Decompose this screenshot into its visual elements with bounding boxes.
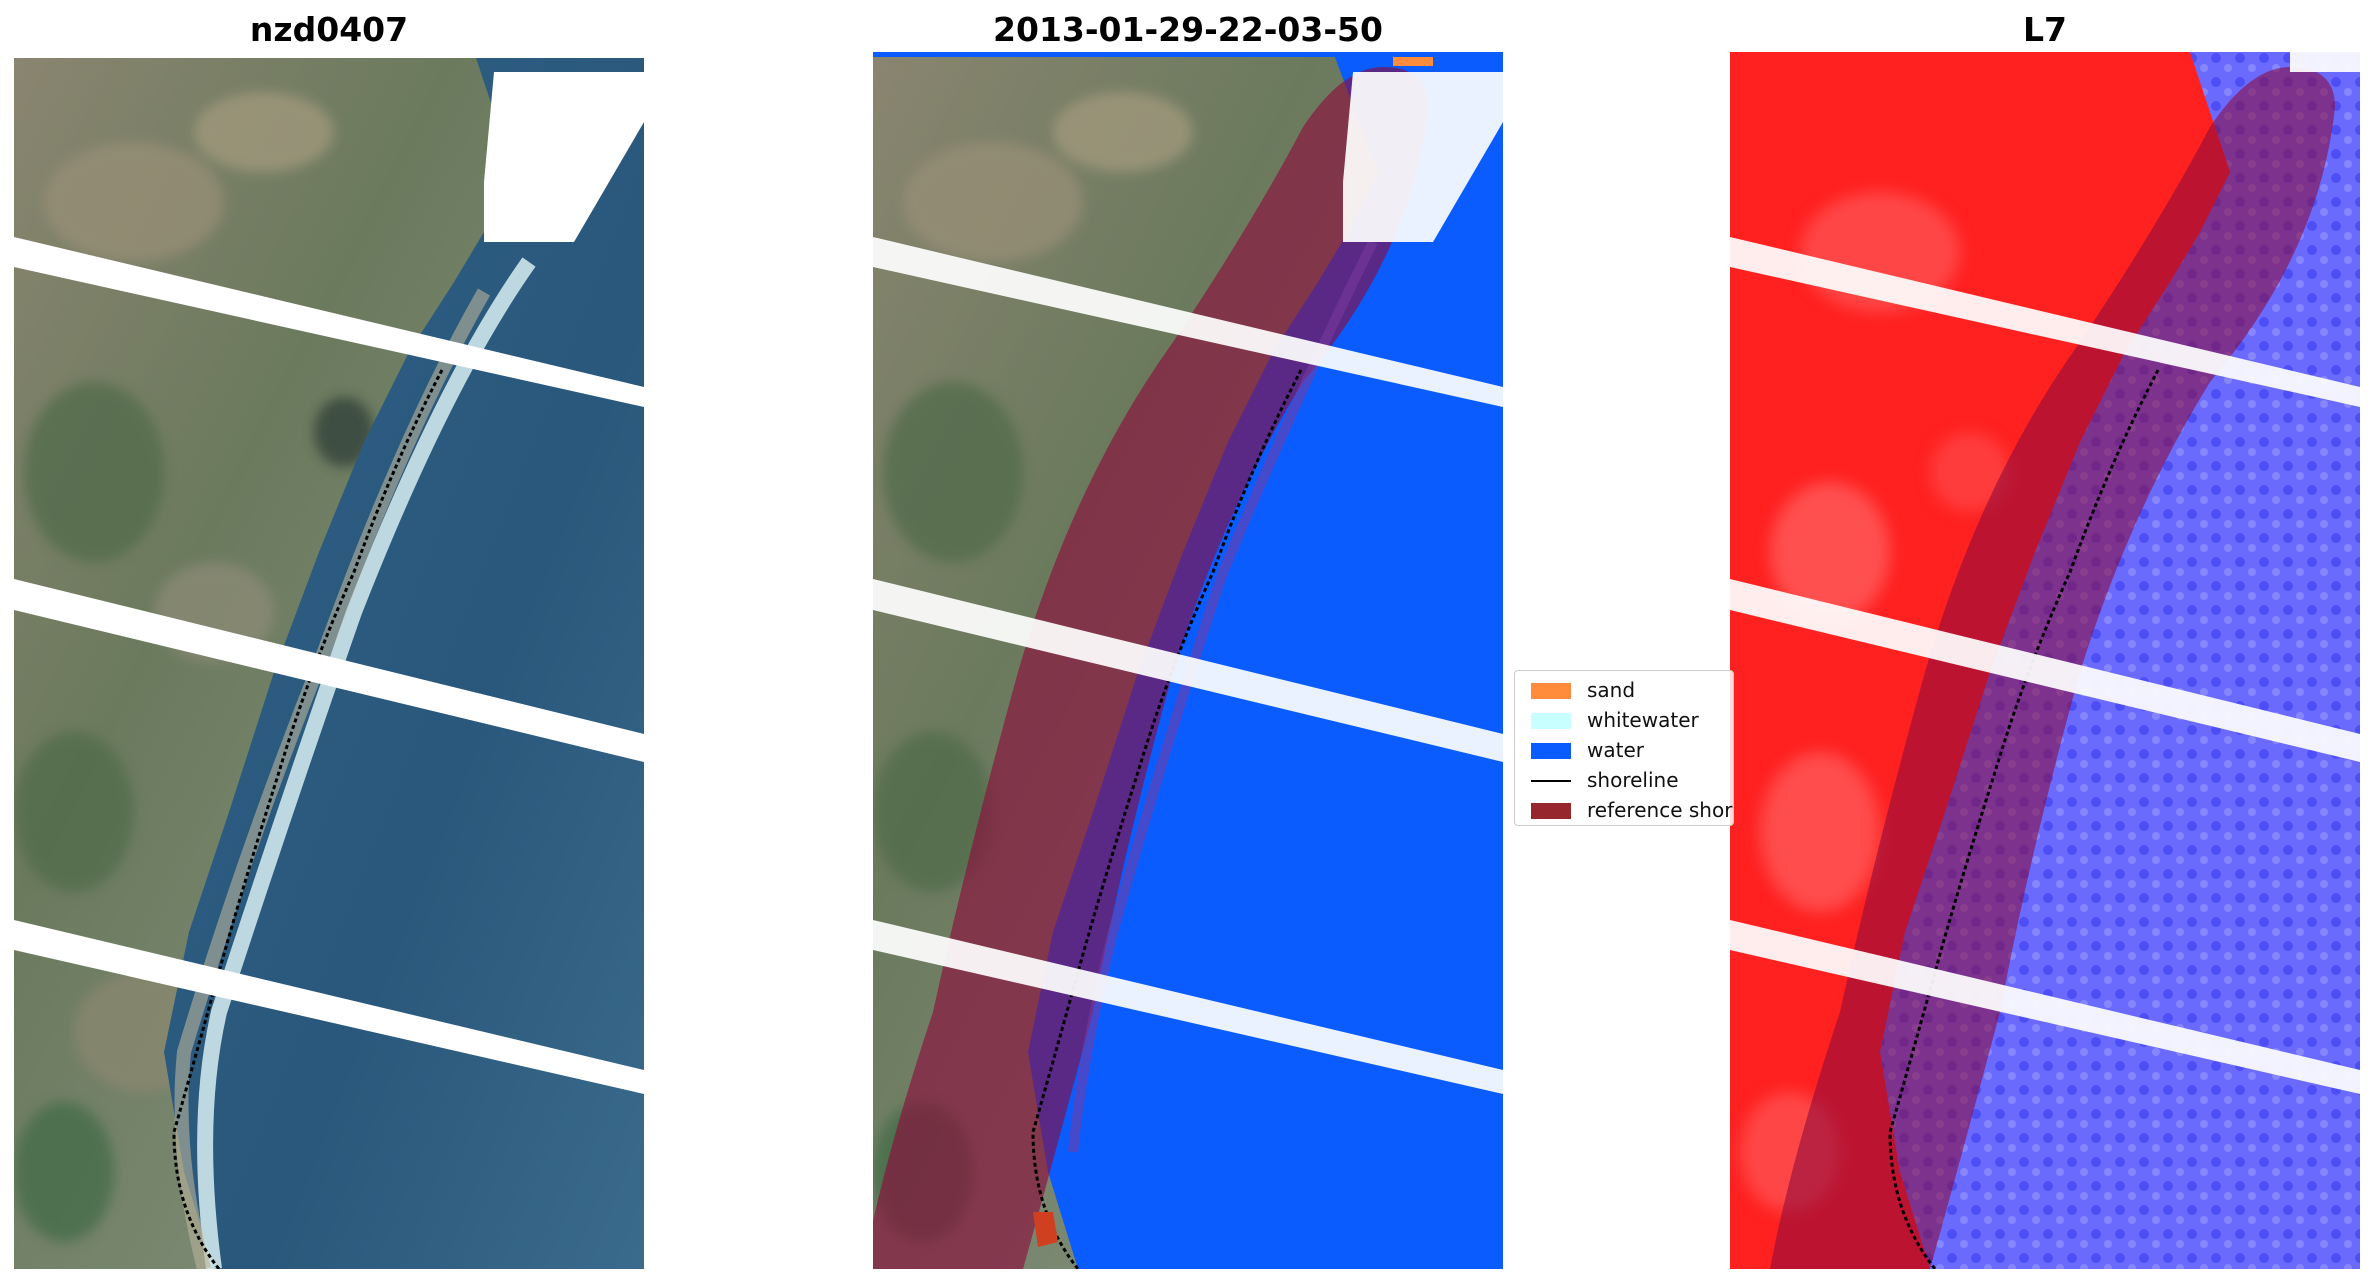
surf-zone — [197, 257, 536, 1269]
panel-title-rgb: nzd0407 — [249, 10, 409, 49]
legend-label-reference-shoreline: reference shor — [1587, 798, 1733, 822]
legend-label-whitewater: whitewater — [1587, 708, 1699, 732]
shoreline-line — [1031, 369, 1303, 1269]
legend: sand whitewater water shoreline referenc… — [1514, 670, 1734, 826]
panel-title-classified: 2013-01-29-22-03-50 — [993, 10, 1383, 49]
legend-item-reference-shoreline: reference shor — [1521, 795, 1733, 825]
water-swatch — [1531, 743, 1571, 759]
legend-item-sand: sand — [1521, 675, 1733, 705]
scan-line-gaps — [1730, 52, 2360, 1094]
sand-swatch — [1531, 683, 1571, 699]
water-class-top-border — [873, 52, 1447, 57]
shoreline-line-swatch — [1531, 780, 1571, 782]
legend-label-shoreline: shoreline — [1587, 768, 1679, 792]
sand-class-patch-2 — [1033, 1212, 1058, 1247]
whitewater-class — [1068, 239, 1378, 1153]
sea-area — [164, 52, 644, 1269]
legend-label-sand: sand — [1587, 678, 1636, 702]
classified-image-panel — [873, 52, 1503, 1269]
shoreline-line — [1888, 369, 2160, 1269]
water-class-area — [1028, 52, 1503, 1269]
legend-item-water: water — [1521, 735, 1733, 765]
panel-title-index: L7 — [2023, 10, 2067, 49]
scan-line-gaps — [873, 72, 1503, 1094]
scan-line-gaps — [14, 52, 644, 1094]
legend-label-water: water — [1587, 738, 1644, 762]
shoreline-line — [172, 369, 444, 1269]
legend-item-whitewater: whitewater — [1521, 705, 1733, 735]
legend-item-shoreline: shoreline — [1521, 765, 1733, 795]
rgb-image-panel — [14, 52, 644, 1269]
whitewater-swatch — [1531, 713, 1571, 729]
index-image-panel — [1730, 52, 2360, 1269]
reference-shoreline-swatch — [1531, 803, 1571, 819]
sand-class-patch — [1393, 56, 1433, 66]
